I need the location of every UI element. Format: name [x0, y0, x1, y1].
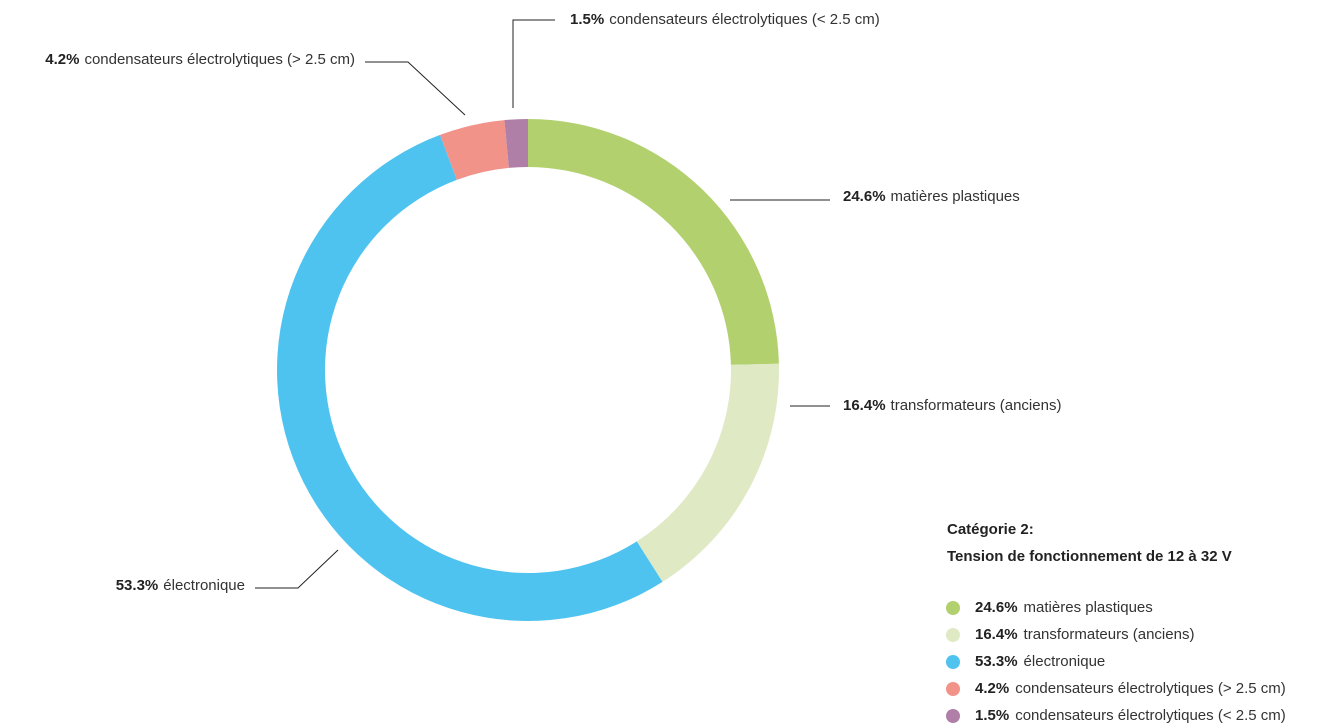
legend-name: matières plastiques	[1024, 599, 1153, 616]
leader-line	[512, 19, 555, 108]
slice-value-label: 4.2%	[45, 51, 79, 68]
slice-value-label: 1.5%	[570, 11, 604, 28]
legend-swatch	[946, 655, 960, 669]
slice-value-label: 53.3%	[116, 577, 159, 594]
legend-entry: 4.2% condensateurs électrolytiques (> 2.5…	[975, 680, 1286, 697]
legend-entry: 24.6% matières plastiques	[975, 599, 1153, 616]
donut-segment	[440, 120, 509, 180]
legend-value-label: 53.3%	[975, 653, 1018, 670]
legend-name: condensateurs électrolytiques (> 2.5 cm)	[1015, 680, 1286, 697]
legend-value-label: 24.6%	[975, 599, 1018, 616]
legend-title: Catégorie 2:	[947, 521, 1034, 538]
legend-swatch	[946, 682, 960, 696]
slice-value-label: 16.4%	[843, 397, 886, 414]
legend-swatch	[946, 601, 960, 615]
leader-line	[255, 549, 339, 589]
donut-segment	[277, 134, 663, 621]
legend-entry: 16.4% transformateurs (anciens)	[975, 626, 1194, 643]
slice-name: condensateurs électrolytiques (< 2.5 cm)	[609, 11, 880, 28]
leader-line	[365, 61, 466, 116]
slice-label: 53.3% électronique	[116, 577, 245, 594]
legend-subtitle: Tension de fonctionnement de 12 à 32 V	[947, 548, 1232, 565]
slice-name: transformateurs (anciens)	[891, 397, 1062, 414]
legend-entry: 1.5% condensateurs électrolytiques (< 2.5…	[975, 707, 1286, 724]
legend-value-label: 16.4%	[975, 626, 1018, 643]
legend-entry: 53.3% électronique	[975, 653, 1105, 670]
donut-segment	[636, 363, 779, 582]
legend-value-label: 1.5%	[975, 707, 1009, 724]
legend-name: condensateurs électrolytiques (< 2.5 cm)	[1015, 707, 1286, 724]
slice-name: électronique	[163, 577, 245, 594]
slice-label: 1.5% condensateurs électrolytiques (< 2.5…	[570, 11, 880, 28]
donut-segment	[504, 119, 528, 168]
slice-label: 4.2% condensateurs électrolytiques (> 2.5…	[45, 51, 355, 68]
legend-name: transformateurs (anciens)	[1024, 626, 1195, 643]
donut-segment	[528, 119, 779, 365]
legend-swatch	[946, 709, 960, 723]
slice-label: 24.6% matières plastiques	[843, 188, 1020, 205]
legend-value-label: 4.2%	[975, 680, 1009, 697]
slice-value-label: 24.6%	[843, 188, 886, 205]
legend-name: électronique	[1024, 653, 1106, 670]
slice-name: matières plastiques	[891, 188, 1020, 205]
slice-name: condensateurs électrolytiques (> 2.5 cm)	[84, 51, 355, 68]
slice-label: 16.4% transformateurs (anciens)	[843, 397, 1061, 414]
legend-swatch	[946, 628, 960, 642]
